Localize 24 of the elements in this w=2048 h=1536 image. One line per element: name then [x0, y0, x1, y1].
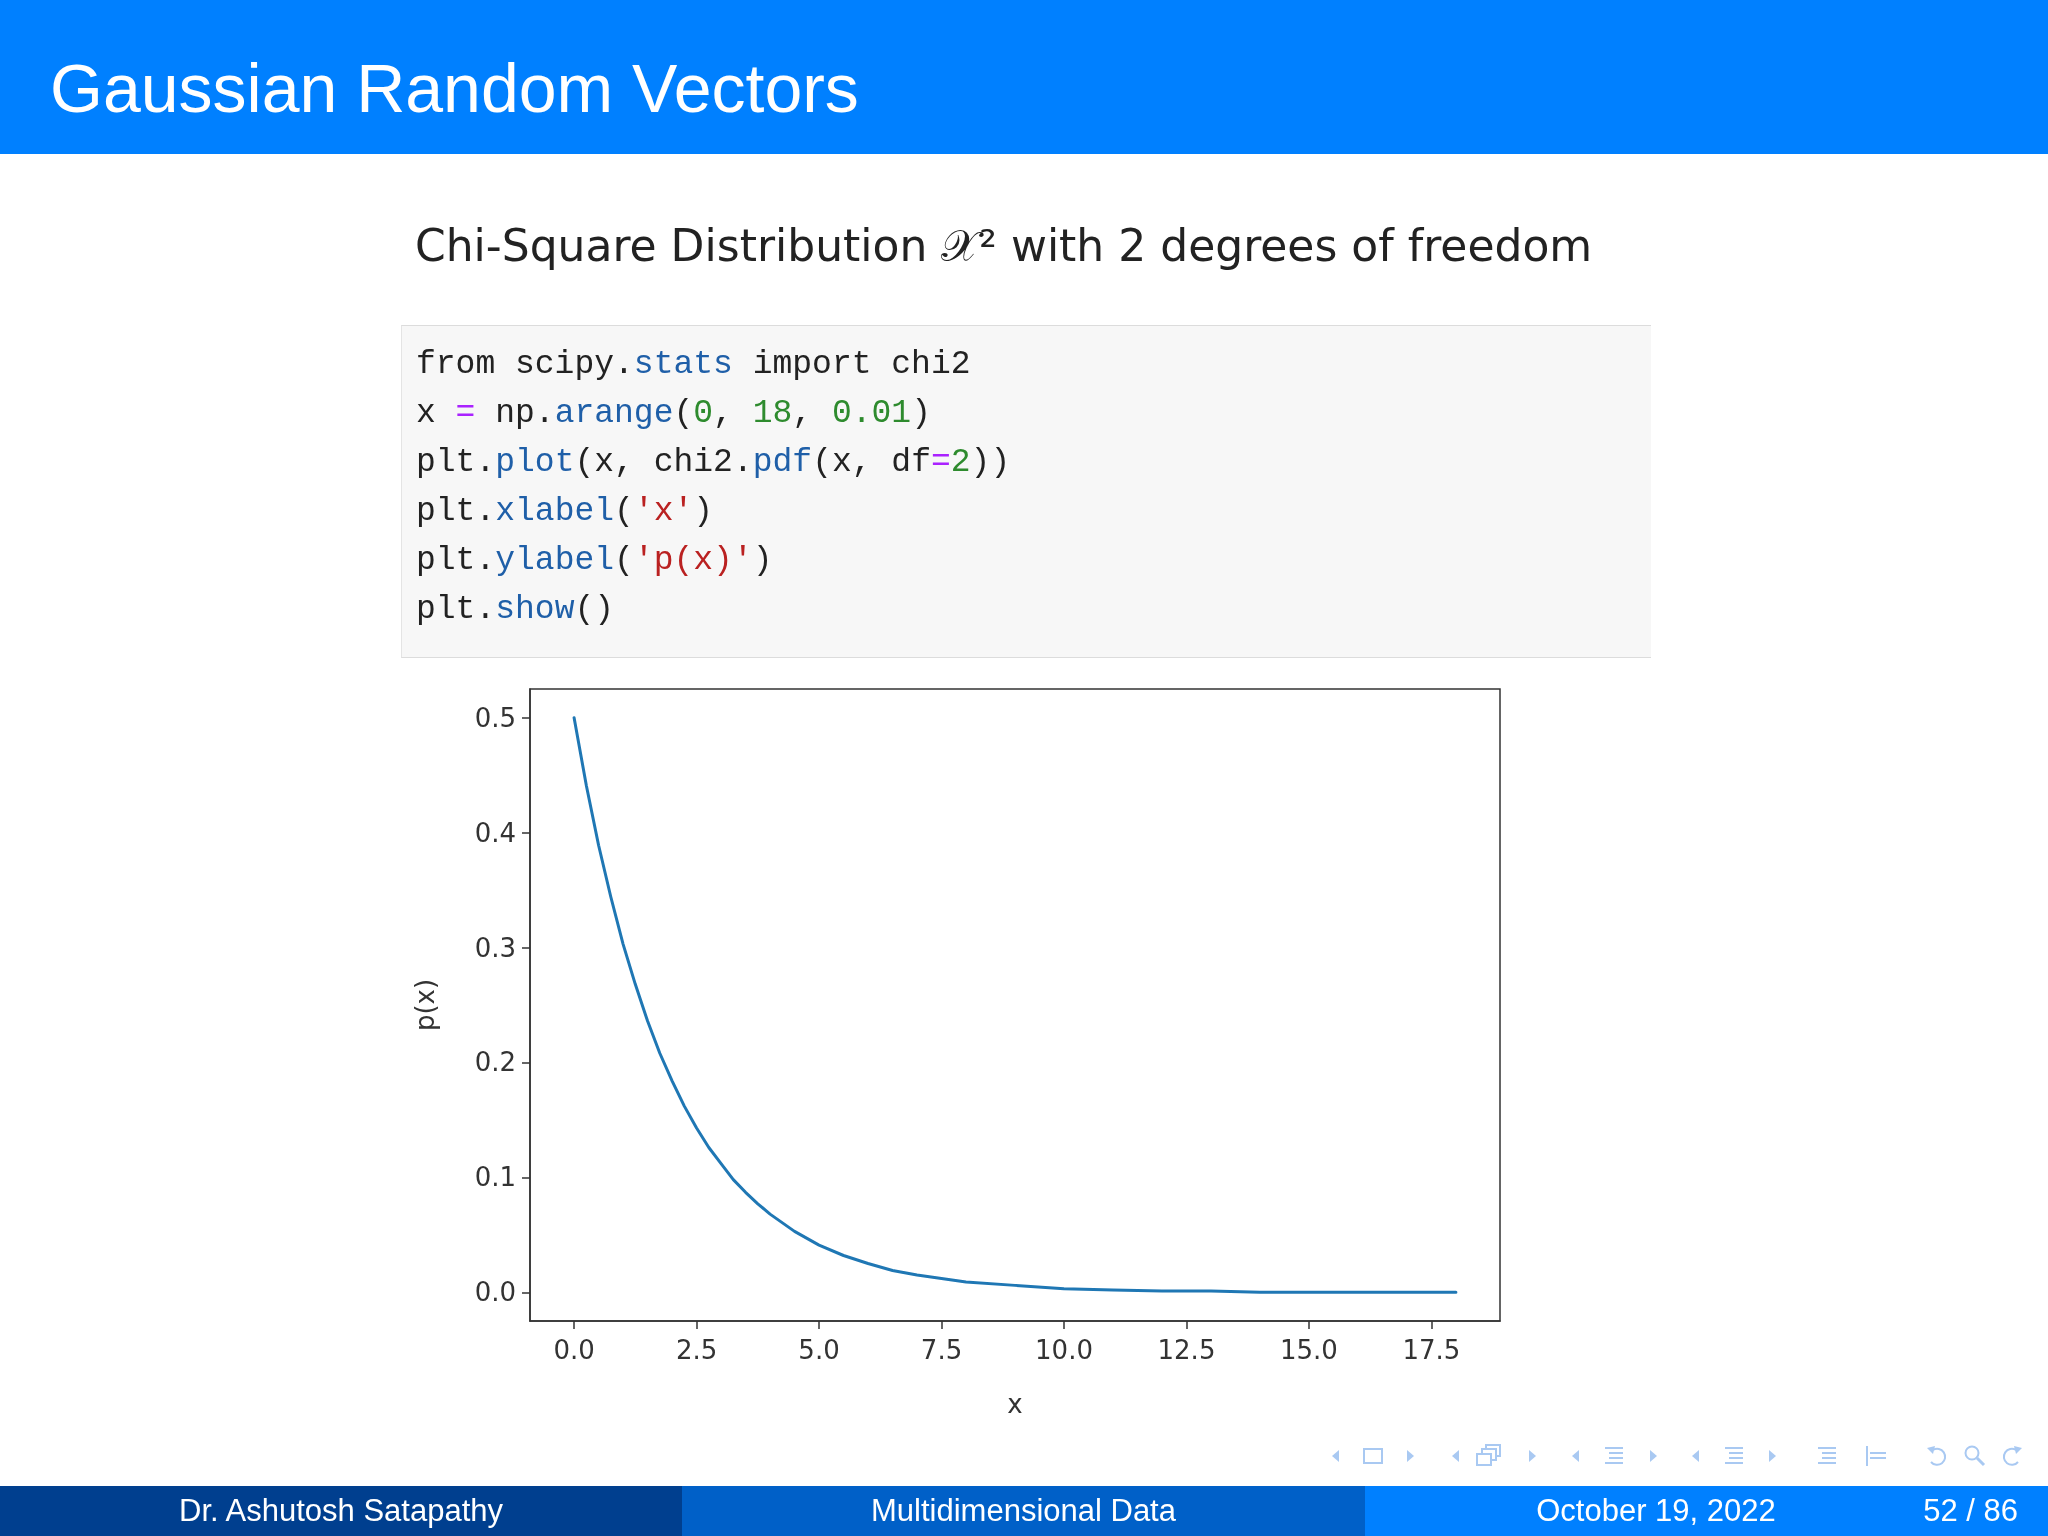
x-tick-label: 0.0	[553, 1335, 595, 1365]
x-tick-label: 17.5	[1402, 1335, 1461, 1365]
y-tick-label: 0.3	[474, 932, 516, 963]
x-tick-label: 7.5	[920, 1335, 963, 1365]
x-tick-label: 10.0	[1035, 1335, 1093, 1365]
x-tick-label: 5.0	[798, 1335, 840, 1365]
x-axis-title: x	[1007, 1389, 1023, 1419]
y-axis-title: p(x)	[410, 978, 440, 1032]
text: Dr. Ashutosh Satapathy	[0, 1486, 682, 1536]
y-tick-label: 0.4	[474, 817, 516, 848]
x-tick-label: 12.5	[1157, 1335, 1216, 1365]
y-tick-label: 0.5	[474, 702, 516, 733]
text: October 19, 2022	[1536, 1493, 1776, 1528]
y-tick-label: 0.1	[474, 1162, 516, 1193]
chart-title: Gaussian Random Vectors	[50, 50, 859, 126]
chart-subtitle: Chi-Square Distribution 𝒳² with 2 degrees of freedom	[415, 220, 1593, 271]
x-tick-label: 15.0	[1279, 1335, 1338, 1365]
text: Multidimensional Data	[682, 1486, 1365, 1536]
y-tick-label: 0.2	[474, 1047, 516, 1078]
x-tick-label: 2.5	[675, 1335, 718, 1365]
text: from scipy.stats import chi2 x = np.arange(0, 18, 0.01) plt.plot(x, chi2.pdf(x, df=2)) plt.xlabel('x') plt.ylabel('p(x)') plt.show()	[416, 346, 1011, 628]
text: 52 / 86	[1923, 1492, 2018, 1530]
y-tick-label: 0.0	[474, 1277, 516, 1308]
line-series	[572, 716, 1458, 1294]
